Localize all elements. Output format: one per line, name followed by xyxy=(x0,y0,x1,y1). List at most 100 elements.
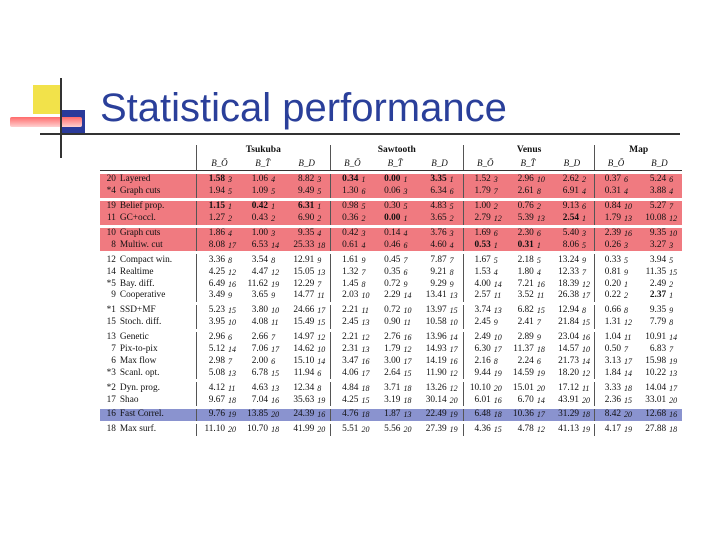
rank-subscript: 2 xyxy=(534,200,550,213)
value-cell: 17.12 xyxy=(558,382,579,393)
rank-subscript: 8 xyxy=(534,185,550,198)
rank-subscript: 3 xyxy=(315,174,331,186)
dataset-header: Venus xyxy=(462,145,595,156)
value-cell: 11.94 xyxy=(293,367,315,378)
value-cell: 3.65 xyxy=(251,290,269,301)
value-cell: 3.94 xyxy=(649,254,667,265)
value-cell: 0.34 xyxy=(329,174,360,186)
table-row: *2 Dyn. prog. 4.12 11 4.63 13 12.34 8 4.84 18 3.71… xyxy=(100,382,682,395)
metric-header: B_T̄ xyxy=(241,156,284,171)
table-row: 8 Multiw. cut 8.08 17 6.53 14 25.33 18 0.61 4 0.46… xyxy=(100,239,682,252)
table-row: 10 Graph cuts 1.86 4 1.00 3 9.35 4 0.42 3 0.14 4 3.7… xyxy=(100,227,682,240)
table-row: *4 Graph cuts 1.94 5 1.09 5 9.49 5 1.30 6 0.06 3 6.3… xyxy=(100,185,682,198)
rank-subscript: 11 xyxy=(536,291,545,301)
rank-subscript: 15 xyxy=(582,318,590,328)
value-cell: 2.18 xyxy=(517,254,534,265)
rank-subscript: 18 xyxy=(361,383,370,393)
rank-subscript: 20 xyxy=(493,383,502,393)
value-cell: 1.94 xyxy=(196,185,227,198)
value-cell: 2.62 xyxy=(549,174,580,186)
value-cell: 33.01 xyxy=(645,394,667,405)
rank-subscript: 6 xyxy=(228,333,233,343)
value-cell: 2.41 xyxy=(517,317,534,328)
value-cell: 30.14 xyxy=(425,394,447,405)
rank-subscript: 6 xyxy=(447,185,464,198)
value-cell: 1.00 xyxy=(241,227,270,240)
value-cell: 0.26 xyxy=(594,239,623,252)
rank-subscript: 13 xyxy=(493,306,502,316)
rank-subscript: 13 xyxy=(317,267,326,277)
value-cell: 7.87 xyxy=(430,254,447,265)
rank-subscript: 8 xyxy=(624,306,629,316)
rank-subscript: 15 xyxy=(536,306,545,316)
value-cell: 0.31 xyxy=(594,185,623,198)
value-cell: 1.45 xyxy=(329,278,360,291)
value-cell: 4.17 xyxy=(594,423,623,436)
table-row: 18 Max surf. 11.10 20 10.70 18 41.99 20 5.51 20 5.… xyxy=(100,423,682,436)
rank-subscript: 5 xyxy=(536,255,541,265)
value-cell: 3.74 xyxy=(462,304,492,317)
table-row: 13 Genetic 2.96 6 2.66 7 14.97 12 2.21 12 2.76 16 13… xyxy=(100,331,682,344)
rank-subscript: 12 xyxy=(491,212,507,225)
rank-cell: *1 xyxy=(106,305,116,316)
rank-subscript: 12 xyxy=(403,345,412,355)
rank-subscript: 17 xyxy=(226,239,242,252)
rank-subscript: 14 xyxy=(317,356,326,366)
method-name: Realtime xyxy=(119,266,154,277)
value-cell: 5.39 xyxy=(506,212,535,225)
rank-subscript: 14 xyxy=(449,333,458,343)
rank-subscript: 4 xyxy=(226,227,242,240)
rank-subscript: 16 xyxy=(228,279,237,289)
value-cell: 6.53 xyxy=(241,239,270,252)
metric-header: B_T̄ xyxy=(374,156,417,171)
value-cell: 0.72 xyxy=(384,278,401,289)
value-cell: 2.31 xyxy=(329,343,360,356)
rank-subscript: 8 xyxy=(582,306,586,316)
value-cell: 6.78 xyxy=(251,367,269,378)
rank-subscript: 11 xyxy=(361,306,369,316)
rank-subscript: 9 xyxy=(361,255,366,265)
method-name: Graph cuts xyxy=(118,185,197,198)
value-cell: 3.35 xyxy=(416,174,448,186)
value-cell: 1.27 xyxy=(196,212,227,225)
value-cell: 2.37 xyxy=(649,290,667,301)
metric-header: B_D xyxy=(549,156,595,171)
value-cell: 1.06 xyxy=(241,174,270,186)
value-cell: 1.52 xyxy=(462,174,492,186)
value-cell: 13.24 xyxy=(558,254,579,265)
value-cell: 35.63 xyxy=(293,394,315,405)
value-cell: 10.36 xyxy=(506,409,535,421)
value-cell: 0.45 xyxy=(384,254,401,265)
rank-subscript: 15 xyxy=(493,425,502,435)
method-name: Genetic xyxy=(119,332,149,343)
method-name: Bay. diff. xyxy=(119,278,155,289)
rank-subscript: 11 xyxy=(228,383,236,393)
rank-subscript: 1 xyxy=(359,174,375,186)
rank-subscript: 9 xyxy=(317,255,322,265)
rank-subscript: 7 xyxy=(228,356,233,366)
value-cell: 1.09 xyxy=(241,185,270,198)
rank-subscript: 5 xyxy=(624,255,629,265)
value-cell: 22.49 xyxy=(416,409,448,421)
rank-subscript: 11 xyxy=(624,333,632,343)
rank-subscript: 3 xyxy=(491,174,507,186)
rank-subscript: 4 xyxy=(536,267,541,277)
metric-header: B_Ō xyxy=(329,156,375,171)
header-blank xyxy=(100,145,119,156)
rank-subscript: 20 xyxy=(228,425,237,435)
value-cell: 14.93 xyxy=(425,344,447,355)
value-cell: 12.68 xyxy=(636,409,668,421)
value-cell: 12.33 xyxy=(558,266,579,277)
rank-subscript: 8 xyxy=(271,255,276,265)
value-cell: 1.67 xyxy=(462,254,492,267)
rank-subscript: 20 xyxy=(536,383,545,393)
value-cell: 0.72 xyxy=(384,305,401,316)
value-cell: 8.08 xyxy=(196,239,227,252)
value-cell: 11.37 xyxy=(513,344,534,355)
value-cell: 3.49 xyxy=(196,290,227,302)
value-cell: 4.84 xyxy=(329,382,360,395)
value-cell: 2.21 xyxy=(329,304,360,317)
rank-subscript: 14 xyxy=(269,239,284,252)
rank-subscript: 18 xyxy=(536,345,545,355)
rank-subscript: 7 xyxy=(403,255,408,265)
